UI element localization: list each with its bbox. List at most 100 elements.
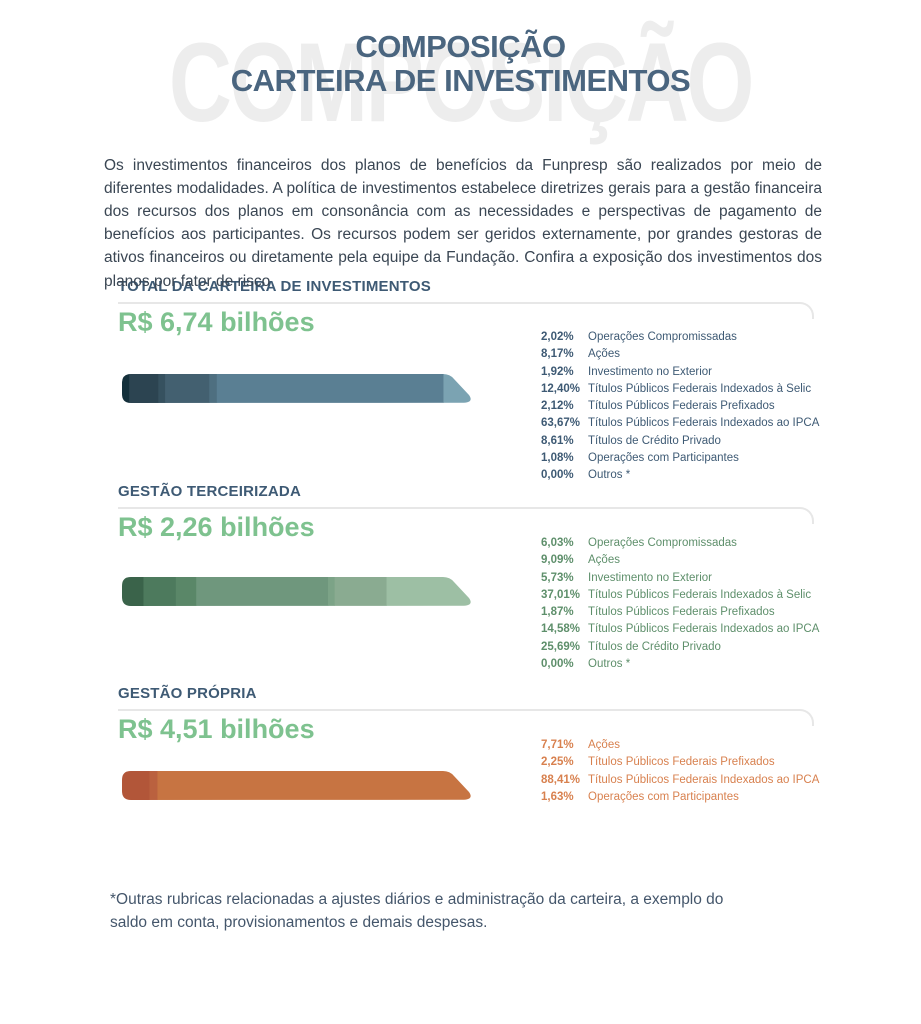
legend-label: Títulos Públicos Federais Indexados à Se… <box>588 382 812 395</box>
legend-row: 25,69% Títulos de Crédito Privado <box>541 639 831 656</box>
legend-pct: 1,87% <box>541 606 574 619</box>
bar-segment <box>474 374 478 403</box>
legend-label: Ações <box>588 554 620 567</box>
legend-label: Títulos Públicos Federais Indexados ao I… <box>588 773 820 786</box>
legend-label: Operações Compromissadas <box>588 331 737 343</box>
bar-segment <box>129 374 159 403</box>
legend-row: 7,71% Ações <box>541 737 831 754</box>
legend-row: 14,58% Títulos Públicos Federais Indexado… <box>541 621 831 638</box>
legend-label: Títulos de Crédito Privado <box>588 434 721 447</box>
bar-segment <box>209 374 218 403</box>
section-divider <box>118 507 814 524</box>
bar-segment <box>334 577 387 606</box>
title-block: COMPOSIÇÃO COMPOSIÇÃO CARTEIRA DE INVEST… <box>0 0 921 180</box>
legend-label: Ações <box>588 739 620 751</box>
legend-pct: 2,12% <box>541 400 574 413</box>
bar-segment <box>216 374 444 403</box>
bar-segment <box>386 577 471 606</box>
stacked-bar-propria <box>122 771 478 800</box>
total-amount-terceirizada: R$ 2,26 bilhões <box>118 512 315 542</box>
section-title-terceirizada: GESTÃO TERCEIRIZADA <box>118 483 301 500</box>
legend-row: 0,00% Outros * <box>541 467 831 484</box>
legend-row: 5,73% Investimento no Exterior <box>541 570 831 587</box>
bar-segment <box>122 374 130 403</box>
legend-label: Títulos Públicos Federais Prefixados <box>588 606 775 619</box>
section-title-propria: GESTÃO PRÓPRIA <box>118 685 257 702</box>
total-amount-propria: R$ 4,51 bilhões <box>118 714 315 744</box>
legend-label: Investimento no Exterior <box>588 571 713 584</box>
legend-pct: 88,41% <box>541 773 581 786</box>
section-divider <box>118 302 814 319</box>
legend-pct: 7,71% <box>541 739 574 751</box>
legend-pct: 25,69% <box>541 640 581 653</box>
legend-row: 88,41% Títulos Públicos Federais Indexado… <box>541 772 831 789</box>
legend-row: 0,00% Outros * <box>541 656 831 673</box>
legend-label: Títulos Públicos Federais Indexados ao I… <box>588 417 820 430</box>
legend-label: Operações Compromissadas <box>588 537 737 549</box>
bar-segment <box>149 771 158 800</box>
legend-pct: 8,61% <box>541 434 574 447</box>
footnote: *Outras rubricas relacionadas a ajustes … <box>110 890 724 931</box>
page-title-line1: COMPOSIÇÃO <box>355 29 566 64</box>
legend-row: 6,03% Operações Compromissadas <box>541 535 831 552</box>
legend-pct: 2,02% <box>541 331 574 343</box>
legend-row: 2,12% Títulos Públicos Federais Prefixado… <box>541 398 831 415</box>
legend-row: 1,87% Títulos Públicos Federais Prefixado… <box>541 604 831 621</box>
legend-label: Títulos de Crédito Privado <box>588 640 721 653</box>
bar-segment <box>175 577 197 606</box>
bar-segment <box>143 577 177 606</box>
legend-label: Outros * <box>588 469 631 482</box>
legend-row: 9,09% Ações <box>541 552 831 569</box>
page-title-line2: CARTEIRA DE INVESTIMENTOS <box>230 63 691 98</box>
legend-row: 63,67% Títulos Públicos Federais Indexado… <box>541 415 831 432</box>
legend-propria: 7,71% Ações 2,25% Títulos Públicos Federais… <box>541 737 831 806</box>
legend-label: Títulos Públicos Federais Indexados ao I… <box>588 623 820 636</box>
stacked-bar-terceirizada <box>122 577 471 606</box>
legend-pct: 9,09% <box>541 554 574 567</box>
bar-segment <box>122 771 150 800</box>
legend-pct: 2,25% <box>541 756 574 769</box>
bar-segment <box>443 374 471 403</box>
legend-pct: 8,17% <box>541 348 574 361</box>
bar-segment <box>196 577 329 606</box>
legend-row: 12,40% Títulos Públicos Federais Indexado… <box>541 381 831 398</box>
legend-row: 2,25% Títulos Públicos Federais Prefixado… <box>541 754 831 771</box>
bar-segment <box>327 577 336 606</box>
legend-terceirizada: 6,03% Operações Compromissadas 9,09% Ações 5… <box>541 535 831 673</box>
legend-label: Investimento no Exterior <box>588 365 713 378</box>
legend-pct: 63,67% <box>541 417 581 430</box>
legend-pct: 12,40% <box>541 382 581 395</box>
page-title: COMPOSIÇÃO CARTEIRA DE INVESTIMENTOS <box>0 30 921 98</box>
legend-row: 2,02% Operações Compromissadas <box>541 329 831 346</box>
legend-total: 2,02% Operações Compromissadas 8,17% Ações 1… <box>541 329 831 485</box>
legend-pct: 0,00% <box>541 469 574 482</box>
legend-label: Outros * <box>588 658 631 671</box>
bar-segment <box>157 771 471 800</box>
watermark-text: COMPOSIÇÃO <box>168 20 755 145</box>
legend-row: 1,92% Investimento no Exterior <box>541 364 831 381</box>
bar-segment <box>472 771 478 800</box>
legend-row: 1,08% Operações com Participantes <box>541 450 831 467</box>
intro-paragraph: Os investimentos financeiros dos planos … <box>104 156 822 290</box>
legend-row: 8,61% Títulos de Crédito Privado <box>541 433 831 450</box>
bar-segment <box>158 374 166 403</box>
section-title-total: TOTAL DA CARTEIRA DE INVESTIMENTOS <box>118 278 431 295</box>
legend-pct: 1,63% <box>541 790 574 803</box>
stacked-bar-total <box>122 374 478 403</box>
legend-pct: 1,08% <box>541 452 574 465</box>
legend-label: Títulos Públicos Federais Prefixados <box>588 756 775 769</box>
legend-pct: 6,03% <box>541 537 574 549</box>
legend-label: Títulos Públicos Federais Prefixados <box>588 400 775 413</box>
section-divider <box>118 709 814 726</box>
legend-label: Títulos Públicos Federais Indexados à Se… <box>588 588 812 601</box>
bar-segment <box>165 374 210 403</box>
legend-pct: 14,58% <box>541 623 581 636</box>
legend-label: Ações <box>588 348 620 361</box>
total-amount-total: R$ 6,74 bilhões <box>118 307 315 337</box>
bar-segment <box>122 577 144 606</box>
legend-pct: 5,73% <box>541 571 574 584</box>
legend-row: 37,01% Títulos Públicos Federais Indexado… <box>541 587 831 604</box>
legend-pct: 1,92% <box>541 365 574 378</box>
legend-label: Operações com Participantes <box>588 790 739 803</box>
